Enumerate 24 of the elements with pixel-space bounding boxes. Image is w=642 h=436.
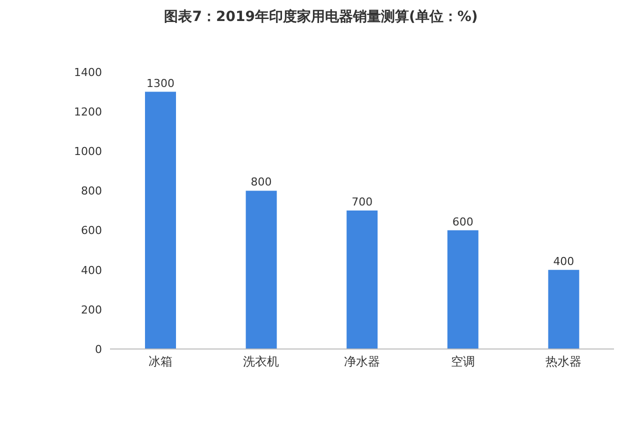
bar bbox=[145, 92, 176, 349]
y-tick-label: 1200 bbox=[74, 105, 102, 118]
x-tick-label: 洗衣机 bbox=[243, 354, 280, 369]
x-tick-label: 空调 bbox=[450, 354, 475, 369]
y-tick-label: 800 bbox=[81, 184, 102, 198]
bar bbox=[346, 210, 378, 349]
bar bbox=[447, 230, 478, 349]
y-tick-label: 400 bbox=[81, 264, 102, 277]
y-tick-label: 200 bbox=[81, 303, 102, 316]
data-label: 400 bbox=[553, 254, 574, 268]
bar bbox=[548, 270, 580, 349]
y-tick-label: 0 bbox=[95, 342, 102, 356]
x-tick-label: 冰箱 bbox=[148, 354, 172, 369]
bar bbox=[246, 190, 277, 349]
data-label: 1300 bbox=[146, 76, 174, 90]
chart-title: 图表7：2019年印度家用电器销量测算(单位：%) bbox=[163, 8, 479, 27]
data-label: 700 bbox=[352, 196, 373, 208]
y-tick-label: 600 bbox=[81, 224, 102, 238]
y-tick-label: 1400 bbox=[74, 66, 102, 79]
data-label: 800 bbox=[250, 176, 272, 189]
x-tick-label: 热水器 bbox=[546, 354, 582, 369]
data-label: 600 bbox=[452, 215, 474, 228]
y-tick-label: 1000 bbox=[74, 145, 102, 158]
x-tick-label: 净水器 bbox=[344, 354, 380, 369]
